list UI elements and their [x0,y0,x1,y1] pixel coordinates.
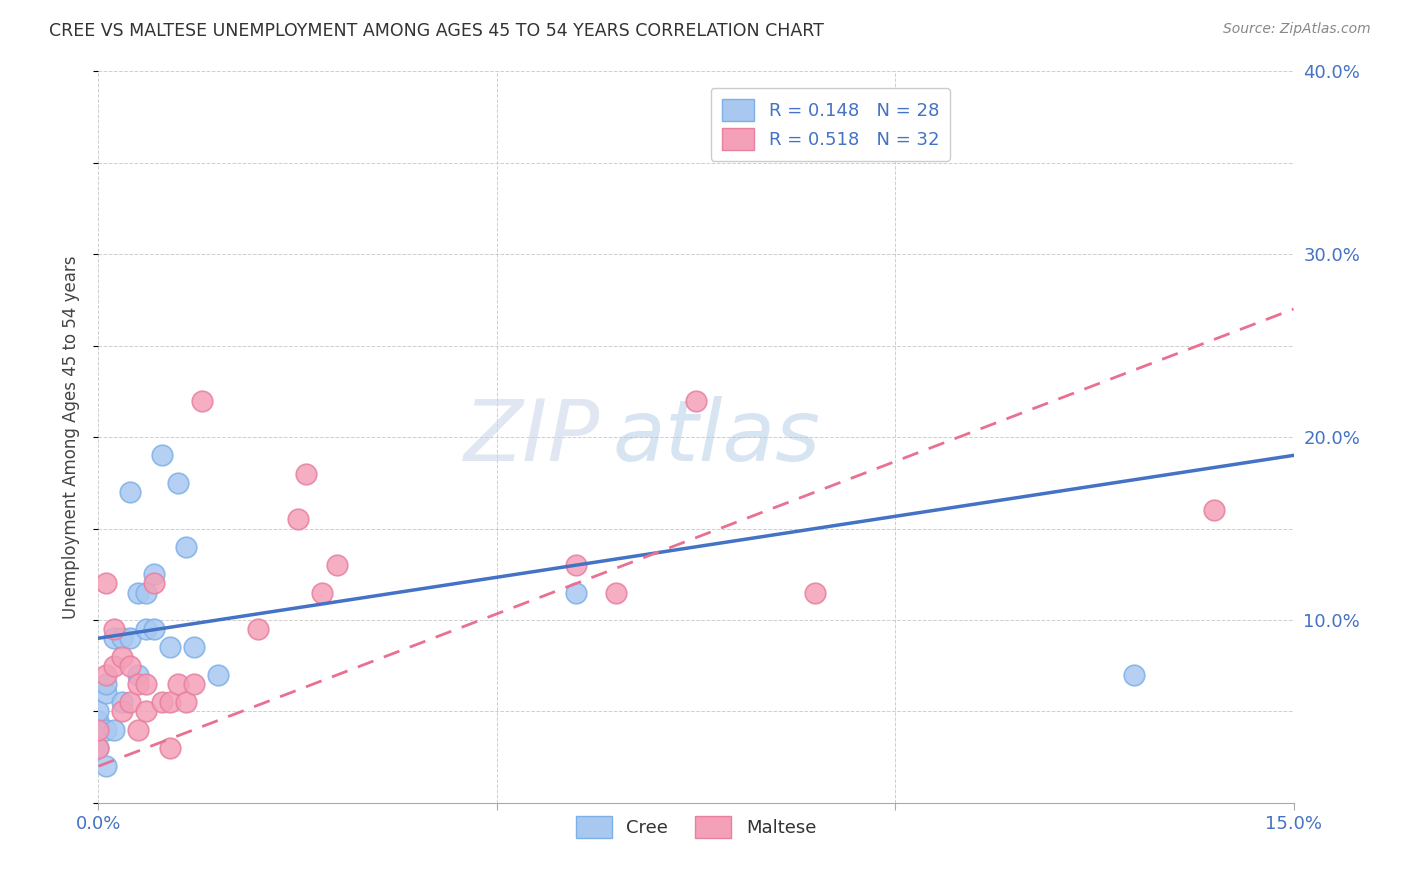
Point [605,585,627,599]
Point [96,723,118,737]
Point [143,622,166,636]
Point [96,667,118,681]
Point [87,740,110,755]
Point [311,585,333,599]
Point [804,585,827,599]
Point [191,393,214,408]
Point [174,540,197,554]
Point [207,667,229,681]
Point [103,622,125,636]
Point [246,622,269,636]
Point [87,705,110,719]
Point [565,585,588,599]
Point [135,677,157,691]
Point [685,393,707,408]
Point [111,705,134,719]
Point [326,558,349,573]
Point [159,740,181,755]
Point [120,658,142,673]
Point [96,677,118,691]
Point [565,558,588,573]
Point [1123,667,1146,681]
Point [143,567,166,582]
Point [87,740,110,755]
Point [287,512,309,526]
Point [150,695,173,709]
Point [120,632,142,646]
Point [111,649,134,664]
Point [120,695,142,709]
Point [135,585,157,599]
Point [127,667,149,681]
Point [111,695,134,709]
Point [103,723,125,737]
Point [96,686,118,700]
Text: CREE VS MALTESE UNEMPLOYMENT AMONG AGES 45 TO 54 YEARS CORRELATION CHART: CREE VS MALTESE UNEMPLOYMENT AMONG AGES … [49,22,824,40]
Point [103,632,125,646]
Point [135,622,157,636]
Point [183,640,205,655]
Point [150,448,173,462]
Point [103,658,125,673]
Point [87,714,110,728]
Point [96,759,118,773]
Point [143,576,166,591]
Point [167,475,190,490]
Point [127,585,149,599]
Point [127,723,149,737]
Point [183,677,205,691]
Point [1202,503,1225,517]
Text: ZIP: ZIP [464,395,600,479]
Point [167,677,190,691]
Point [174,695,197,709]
Y-axis label: Unemployment Among Ages 45 to 54 years: Unemployment Among Ages 45 to 54 years [62,255,80,619]
Text: atlas: atlas [613,395,820,479]
Point [159,695,181,709]
Point [87,723,110,737]
Point [96,576,118,591]
Point [159,640,181,655]
Text: Source: ZipAtlas.com: Source: ZipAtlas.com [1223,22,1371,37]
Legend: Cree, Maltese: Cree, Maltese [568,808,824,845]
Point [127,677,149,691]
Point [87,723,110,737]
Point [120,485,142,500]
Point [111,632,134,646]
Point [294,467,316,481]
Point [135,705,157,719]
